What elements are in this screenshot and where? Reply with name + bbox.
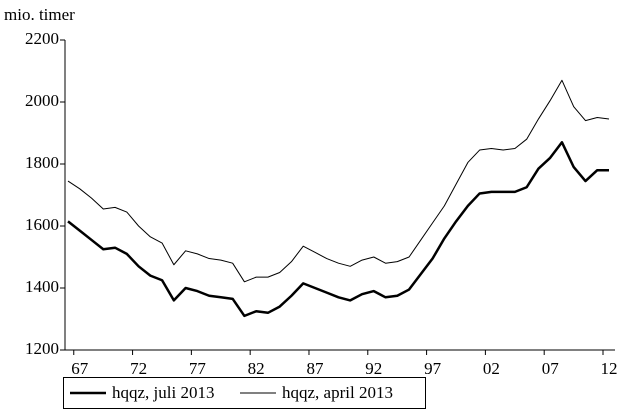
- y-tick-label: 1200: [25, 339, 59, 358]
- x-tick-label: 77: [189, 359, 207, 378]
- x-tick-label: 72: [130, 359, 147, 378]
- x-tick-label: 92: [365, 359, 382, 378]
- y-tick-label: 1400: [25, 277, 59, 296]
- x-tick-label: 02: [483, 359, 500, 378]
- y-axis-label: mio. timer: [4, 5, 75, 24]
- x-tick-label: 12: [601, 359, 618, 378]
- y-tick-label: 2200: [25, 29, 59, 48]
- x-tick-label: 07: [542, 359, 560, 378]
- legend-label: hqqz, juli 2013: [112, 383, 214, 402]
- x-tick-label: 97: [424, 359, 442, 378]
- series-line: [67, 141, 609, 318]
- x-tick-label: 82: [248, 359, 265, 378]
- y-tick-label: 2000: [25, 91, 59, 110]
- series-line: [67, 79, 610, 283]
- x-tick-label: 67: [71, 359, 89, 378]
- legend-label: hqqz, april 2013: [282, 383, 393, 402]
- y-tick-label: 1800: [25, 153, 59, 172]
- y-tick-label: 1600: [25, 215, 59, 234]
- x-tick-label: 87: [306, 359, 324, 378]
